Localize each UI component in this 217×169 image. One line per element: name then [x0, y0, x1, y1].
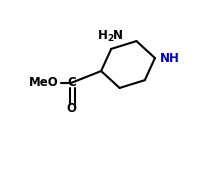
Text: O: O	[67, 102, 77, 115]
Text: C: C	[67, 76, 76, 89]
Text: 2: 2	[107, 34, 113, 43]
Text: H: H	[98, 29, 108, 42]
Text: N: N	[113, 29, 123, 42]
Text: MeO: MeO	[29, 76, 59, 89]
Text: NH: NH	[160, 52, 180, 65]
